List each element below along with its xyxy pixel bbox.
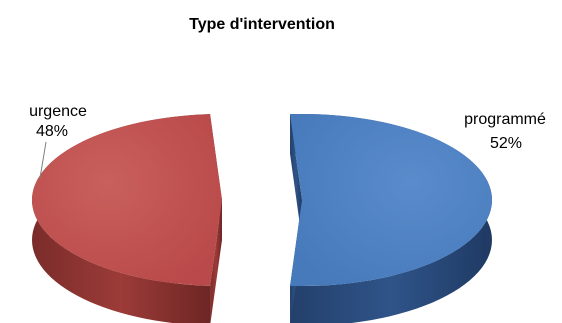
data-label-programme-category: programmé [464, 111, 546, 128]
pie-slice-programme-wall-0 [290, 114, 302, 240]
leader-line-urgence [39, 141, 47, 179]
pie-slice-programme [290, 113, 493, 323]
chart-title: Type d'intervention [189, 16, 335, 33]
pie-slice-urgence [32, 114, 223, 323]
pie-slice-urgence-wall-0 [210, 200, 222, 323]
data-label-urgence-percent: 48% [36, 123, 68, 140]
pie-slice-urgence-top [32, 114, 223, 286]
data-label-programme: programmé 52% [464, 111, 546, 152]
pie-slices [32, 113, 493, 323]
pie-slice-programme-top [290, 113, 493, 286]
data-label-urgence: urgence 48% [29, 103, 87, 140]
data-label-programme-percent: 52% [490, 135, 522, 152]
data-label-urgence-category: urgence [29, 103, 87, 120]
